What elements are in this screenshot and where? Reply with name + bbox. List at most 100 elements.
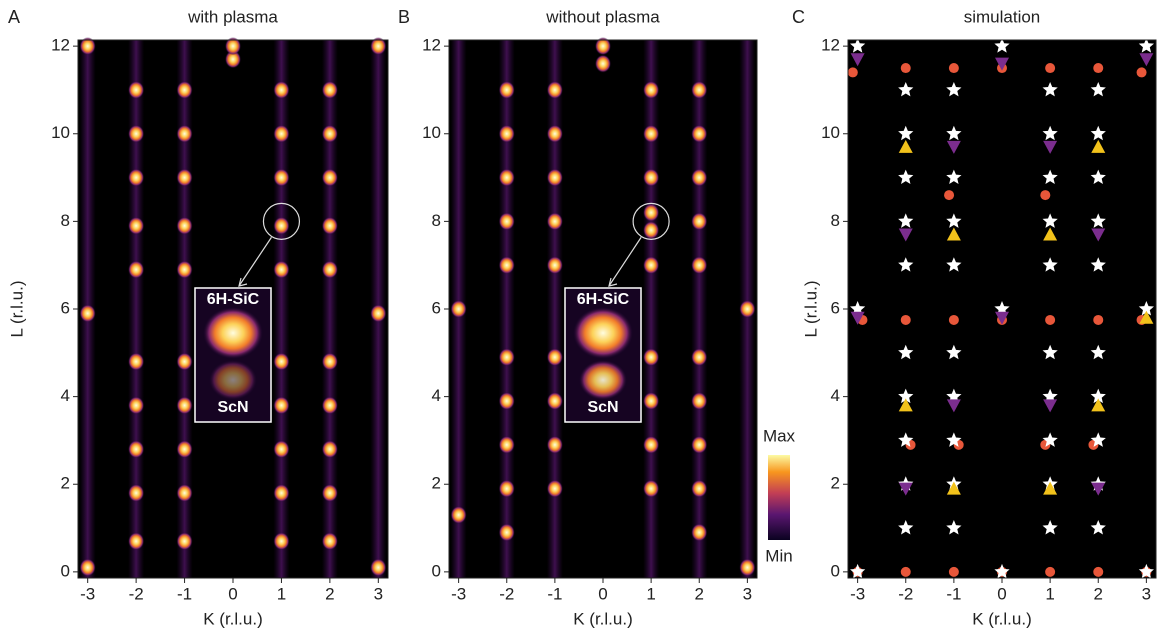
triangle-up-marker — [1043, 481, 1058, 495]
plot-frame — [448, 39, 758, 579]
peak — [595, 37, 611, 56]
triangle-up-marker — [1139, 310, 1154, 324]
star-marker — [994, 563, 1010, 579]
star-marker — [1090, 344, 1106, 360]
x-tick-label: 0 — [228, 584, 237, 603]
y-tick-label: 6 — [831, 298, 840, 317]
star-marker — [850, 563, 866, 579]
peak — [691, 124, 708, 143]
arrow-head — [238, 277, 248, 287]
triangle-down-marker — [850, 53, 865, 67]
peak — [321, 440, 338, 459]
circle-marker — [1040, 190, 1051, 201]
peak — [546, 212, 563, 231]
star-marker — [898, 169, 914, 185]
star-marker — [898, 257, 914, 272]
y-tick-label: 10 — [821, 123, 840, 142]
star-marker — [898, 520, 914, 535]
triangle-down-marker — [898, 482, 913, 496]
highlight-circle — [262, 202, 301, 240]
circle-marker — [948, 566, 959, 577]
star-marker — [946, 169, 962, 185]
star-marker — [1138, 38, 1154, 53]
star-marker — [1090, 125, 1106, 141]
x-tick-label: -3 — [850, 584, 865, 603]
x-axis-label: K (r.l.u.) — [573, 609, 633, 628]
peak — [273, 168, 290, 187]
peak — [128, 532, 145, 551]
x-tick-label: -3 — [80, 584, 95, 603]
x-tick-label: 2 — [1094, 584, 1103, 603]
peak — [128, 80, 145, 99]
peak — [321, 352, 338, 371]
star-marker — [1042, 125, 1058, 141]
star-marker — [898, 81, 914, 97]
triangle-down-marker — [850, 311, 865, 325]
star-marker — [1138, 563, 1154, 579]
panel-label: C — [792, 7, 805, 27]
peak — [370, 37, 387, 56]
inset-peak — [203, 307, 263, 359]
peak — [643, 256, 660, 275]
star-marker — [898, 344, 914, 360]
peak — [546, 80, 563, 99]
peak — [546, 256, 563, 275]
peak — [498, 435, 515, 454]
peak — [739, 300, 756, 318]
peak — [273, 396, 290, 415]
star-marker — [1138, 301, 1154, 316]
peak — [79, 558, 96, 577]
star-marker — [994, 38, 1010, 53]
peak — [176, 440, 193, 459]
y-tick-label: 2 — [831, 474, 840, 493]
peak — [273, 216, 290, 235]
peak — [321, 396, 338, 415]
peak — [273, 484, 290, 503]
peak — [643, 203, 660, 222]
star-marker — [946, 257, 962, 272]
star-marker — [946, 520, 962, 535]
star-marker — [946, 81, 962, 97]
star-marker — [1090, 81, 1106, 97]
panel-label: B — [398, 7, 410, 27]
circle-marker — [1045, 314, 1056, 325]
peak — [321, 484, 338, 503]
peak — [273, 80, 290, 99]
arrow-head — [608, 277, 618, 287]
panel-title: with plasma — [187, 7, 278, 26]
triangle-down-marker — [1043, 140, 1058, 154]
circle-marker — [1045, 63, 1056, 74]
star-marker — [1042, 213, 1058, 228]
circle-marker — [847, 67, 858, 78]
star-marker — [1042, 257, 1058, 272]
triangle-down-marker — [995, 311, 1009, 325]
star-marker — [946, 432, 962, 447]
peak — [273, 124, 290, 143]
colorbar-label: Max — [763, 426, 796, 445]
peak — [176, 396, 193, 415]
peak — [498, 212, 515, 231]
circle-marker — [1093, 566, 1104, 577]
panel-title: simulation — [964, 7, 1041, 26]
peak — [128, 484, 145, 503]
y-tick-label: 4 — [432, 386, 441, 405]
triangle-down-marker — [995, 57, 1009, 71]
peak — [643, 479, 660, 498]
triangle-up-marker — [1091, 139, 1106, 153]
peak — [273, 260, 290, 279]
peak — [643, 124, 660, 143]
x-tick-label: 1 — [1045, 584, 1054, 603]
star-marker — [946, 125, 962, 141]
y-tick-label: 0 — [831, 561, 840, 580]
y-tick-label: 0 — [61, 561, 70, 580]
peak — [691, 256, 708, 275]
triangle-down-marker — [946, 140, 961, 154]
peak — [739, 558, 756, 577]
peak — [691, 523, 708, 542]
star-marker — [1042, 520, 1058, 535]
peak — [498, 256, 515, 275]
x-tick-label: -2 — [898, 584, 913, 603]
